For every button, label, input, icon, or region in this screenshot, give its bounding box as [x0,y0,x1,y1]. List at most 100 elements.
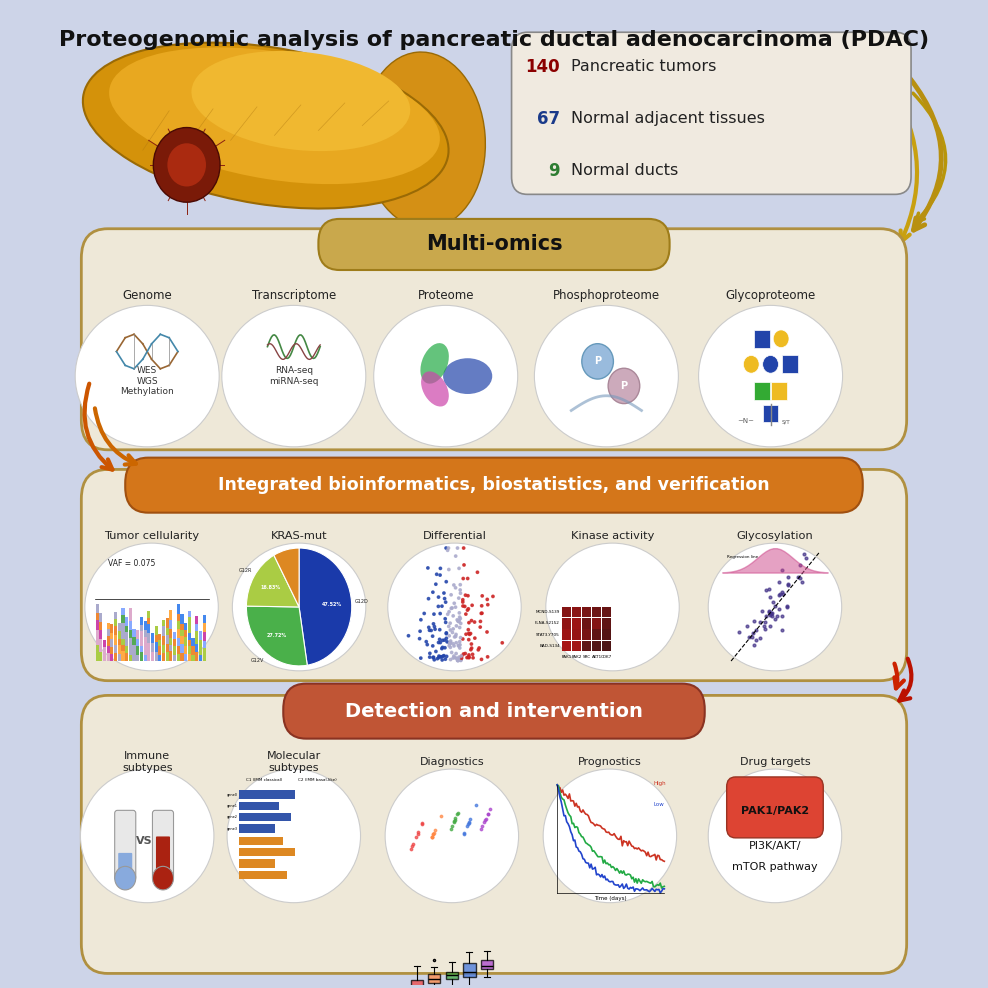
Bar [140,646,143,652]
Point [731,624,747,640]
Point [458,607,474,622]
Circle shape [115,866,135,890]
Text: Multi-omics: Multi-omics [426,234,562,255]
Bar [125,653,128,661]
Point [764,606,780,621]
Bar [184,645,187,654]
Bar [128,608,131,615]
Point [463,640,479,656]
Text: G12D: G12D [356,599,369,604]
Point [435,639,451,655]
Ellipse shape [227,769,361,903]
Bar [128,638,131,648]
Bar [147,652,150,661]
Bar [162,653,165,661]
Circle shape [152,866,174,890]
Ellipse shape [80,769,214,903]
Point [413,650,429,666]
Text: Normal adjacent tissues: Normal adjacent tissues [571,112,765,126]
Point [461,615,477,630]
Bar [140,624,143,631]
Bar [181,624,184,630]
Ellipse shape [387,543,522,671]
Point [462,811,478,827]
Bar [154,635,158,642]
Point [443,821,458,837]
Text: PAK2: PAK2 [571,655,582,659]
Point [443,639,458,655]
Point [457,587,473,603]
Point [452,560,467,576]
Point [425,638,441,654]
Bar [177,620,180,628]
Point [779,600,794,616]
Point [444,601,459,617]
Point [451,637,466,653]
FancyBboxPatch shape [284,684,704,739]
Point [426,649,442,665]
Text: 67: 67 [536,110,560,127]
Ellipse shape [75,305,219,447]
Point [447,812,462,828]
Bar [196,631,199,637]
Bar [162,645,165,653]
Ellipse shape [222,305,366,447]
Bar [114,613,118,618]
Text: mTOR pathway: mTOR pathway [732,863,818,872]
Text: Low: Low [654,802,665,807]
Bar [128,648,131,654]
Point [450,612,465,627]
Point [450,540,465,556]
Point [772,587,787,603]
Point [792,557,808,573]
Bar [99,645,103,652]
Point [422,645,438,661]
Point [446,577,461,593]
Bar [181,636,184,643]
Point [472,619,488,635]
Bar [136,639,139,646]
Point [470,642,486,658]
Bar [196,624,199,631]
Point [761,603,777,618]
Bar [177,637,180,646]
Point [448,810,463,826]
Point [447,650,462,666]
Bar [107,636,110,645]
Bar [107,653,110,661]
Bar [128,654,131,661]
Bar [136,629,139,639]
Point [461,814,477,830]
Point [443,652,458,668]
Bar [128,621,131,630]
Bar [132,637,135,645]
Point [472,614,488,629]
Bar [196,617,199,624]
Bar [96,653,99,661]
Point [431,648,447,664]
Point [494,635,510,651]
Bar [96,614,99,620]
Point [425,584,441,600]
Bar [169,638,173,645]
Circle shape [774,330,789,348]
Point [455,646,471,662]
Bar [754,330,770,348]
Bar [602,641,612,651]
Bar [177,614,180,620]
Point [449,626,464,642]
Ellipse shape [699,305,843,447]
Point [741,629,757,645]
Bar [582,618,591,628]
Text: 27.72%: 27.72% [267,632,288,637]
Bar [162,620,165,626]
Point [412,623,428,639]
Bar [154,642,158,652]
Bar [184,623,187,630]
Point [434,599,450,615]
Ellipse shape [83,42,449,208]
Text: Genome: Genome [123,289,172,302]
Bar [239,870,287,879]
Point [451,614,466,629]
Text: Pancreatic tumors: Pancreatic tumors [571,59,716,74]
